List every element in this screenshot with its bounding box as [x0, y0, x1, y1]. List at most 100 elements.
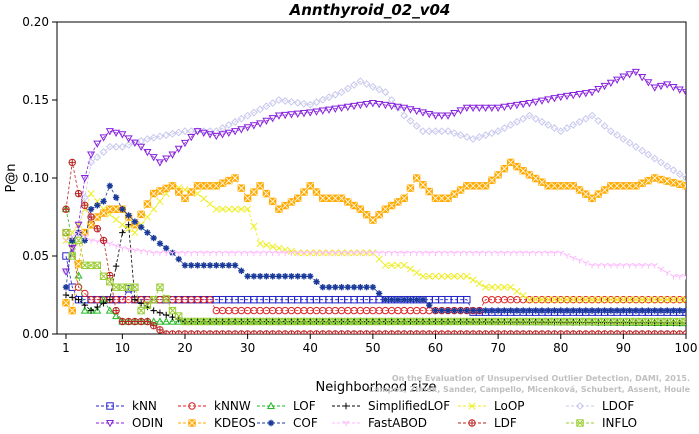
legend-label: kNNW: [214, 399, 251, 413]
data-point-fastabod: [569, 255, 577, 262]
data-point-cof: [156, 240, 164, 247]
data-point-kdeos: [306, 182, 314, 190]
data-point-odin: [531, 98, 540, 107]
data-point-ldof: [212, 127, 221, 136]
data-point-odin: [337, 104, 346, 113]
data-point-odin: [450, 109, 459, 118]
data-point-ldf: [149, 321, 158, 330]
data-point-ldf: [531, 330, 540, 334]
data-point-ldof: [293, 98, 302, 107]
data-point-fastabod: [594, 263, 602, 269]
data-point-fastabod: [250, 250, 258, 257]
data-point-kdeos: [168, 182, 177, 190]
data-point-simplifiedlof: [137, 300, 145, 307]
data-point-kdeos: [475, 182, 484, 190]
data-point-cof: [570, 307, 577, 314]
data-point-ldof: [419, 127, 427, 136]
data-point-ldof: [588, 111, 596, 120]
data-point-fastabod: [507, 250, 515, 257]
data-point-ldof: [475, 133, 484, 141]
data-point-ldof: [249, 108, 258, 117]
data-point-fastabod: [125, 246, 133, 253]
data-point-cof: [369, 284, 377, 291]
data-point-loop: [657, 296, 665, 304]
data-point-ldf: [225, 330, 233, 334]
data-point-ldof: [231, 117, 239, 126]
data-point-ldf: [663, 330, 671, 334]
data-point-ldof: [631, 142, 640, 151]
data-point-odin: [187, 133, 196, 142]
data-point-fastabod: [118, 245, 126, 252]
legend-item-cof: COF: [257, 416, 318, 430]
data-point-cof: [638, 307, 646, 314]
data-point-ldf: [87, 213, 95, 221]
data-point-cof: [150, 234, 157, 242]
data-point-ldof: [325, 93, 333, 102]
data-point-loop: [494, 283, 502, 291]
data-point-kdeos: [387, 201, 396, 210]
data-point-fastabod: [131, 247, 139, 254]
data-point-odin: [237, 126, 246, 134]
data-point-loop: [419, 272, 427, 280]
data-point-kdeos: [513, 162, 521, 171]
data-point-loop: [607, 296, 615, 304]
data-point-ldf: [344, 330, 352, 334]
data-point-loop: [287, 247, 296, 255]
data-point-kdeos: [375, 210, 383, 219]
data-point-loop: [669, 296, 678, 304]
data-point-ldof: [500, 124, 509, 132]
data-point-ldof: [256, 105, 265, 114]
data-point-ldof: [105, 142, 114, 151]
data-point-cof: [163, 245, 170, 252]
data-point-fastabod: [150, 250, 158, 257]
data-point-fastabod: [576, 258, 583, 264]
data-point-odin: [80, 174, 89, 183]
data-point-kdeos: [87, 221, 95, 229]
data-point-fastabod: [269, 250, 277, 257]
data-point-loop: [638, 296, 646, 304]
data-point-simplifiedlof: [94, 303, 101, 311]
data-point-fastabod: [169, 250, 176, 257]
data-point-odin: [550, 95, 559, 103]
data-point-cof: [188, 262, 195, 269]
data-point-kdeos: [93, 213, 102, 221]
data-point-odin: [93, 140, 102, 148]
data-point-ldf: [475, 330, 484, 334]
data-point-ldf: [438, 330, 446, 334]
data-point-cof: [507, 307, 514, 314]
data-point-odin: [512, 101, 521, 110]
data-point-loop: [256, 239, 264, 248]
data-point-ldof: [613, 131, 622, 140]
data-point-ldof: [556, 127, 565, 136]
data-point-loop: [544, 296, 552, 304]
data-point-kdeos: [619, 182, 628, 190]
data-point-fastabod: [519, 250, 527, 257]
data-point-ldof: [644, 150, 653, 159]
data-point-odin: [262, 117, 271, 126]
data-point-loop: [550, 296, 559, 304]
data-point-fastabod: [557, 250, 565, 257]
data-point-ldf: [387, 330, 396, 334]
y-axis-label: P@n: [4, 163, 19, 192]
data-point-cof: [325, 284, 333, 291]
data-point-fastabod: [544, 250, 552, 257]
data-point-kdeos: [531, 174, 540, 183]
data-point-loop: [438, 272, 446, 280]
data-point-odin: [631, 68, 640, 77]
data-point-kdeos: [337, 194, 346, 202]
data-point-cof: [601, 307, 608, 314]
data-point-kdeos: [519, 167, 527, 175]
series-line-inflo: [65, 232, 686, 322]
data-point-kdeos: [381, 205, 390, 213]
data-point-fastabod: [212, 250, 220, 257]
legend-item-simplifiedlof: SimplifiedLOF: [332, 399, 450, 413]
data-point-odin: [105, 128, 114, 136]
data-point-inflo: [175, 312, 183, 320]
x-tick-label: 70: [490, 341, 505, 355]
legend-marker-lof: [266, 401, 276, 410]
data-point-ldof: [669, 166, 678, 175]
data-point-ldof: [356, 77, 365, 86]
data-point-kdeos: [275, 205, 283, 213]
data-point-inflo: [356, 317, 365, 326]
data-point-odin: [287, 111, 296, 119]
